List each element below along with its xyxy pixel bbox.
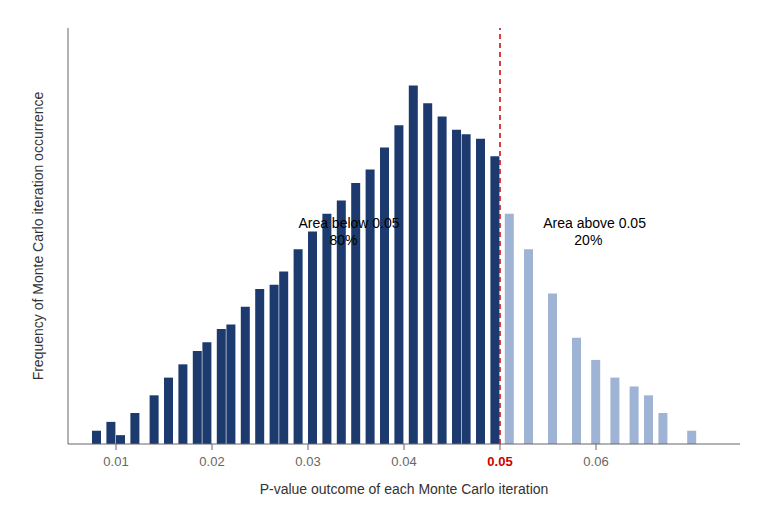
svg-text:0.02: 0.02 (199, 454, 224, 469)
svg-text:Area above 0.05 20%: Area above 0.05 20% (543, 215, 646, 249)
svg-text:Frequency of Monte Carlo itera: Frequency of Monte Carlo iteration occur… (30, 91, 46, 380)
svg-text:Area below 0.05 80%: Area below 0.05 80% (298, 215, 399, 249)
svg-text:P-value outcome of each Monte: P-value outcome of each Monte Carlo iter… (260, 481, 549, 497)
svg-text:0.06: 0.06 (583, 454, 608, 469)
svg-text:0.03: 0.03 (295, 454, 320, 469)
svg-text:0.04: 0.04 (391, 454, 416, 469)
svg-text:0.05: 0.05 (487, 454, 512, 469)
svg-text:0.01: 0.01 (103, 454, 128, 469)
